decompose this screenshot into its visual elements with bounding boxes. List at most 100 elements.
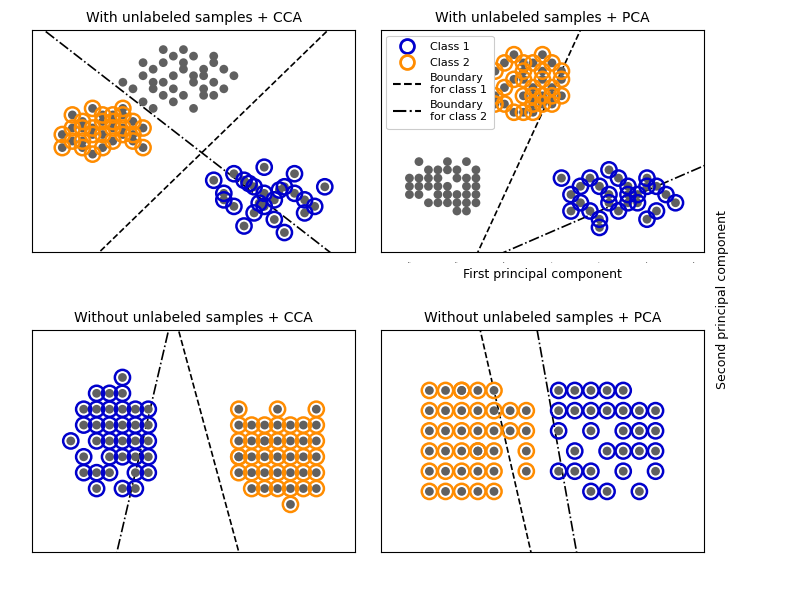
Point	[612, 206, 625, 216]
Point	[555, 67, 568, 76]
Point	[90, 484, 103, 493]
Point	[258, 163, 270, 172]
Point	[271, 420, 284, 430]
Point	[439, 487, 452, 496]
Point	[177, 58, 190, 67]
Point	[403, 190, 416, 199]
Point	[517, 58, 530, 68]
Point	[471, 386, 484, 395]
Point	[423, 426, 436, 436]
Point	[142, 436, 154, 446]
Point	[177, 91, 190, 100]
Point	[649, 426, 662, 436]
Point	[439, 446, 452, 456]
Point	[297, 484, 310, 493]
Point	[423, 487, 436, 496]
Point	[520, 446, 533, 456]
Point	[450, 198, 463, 208]
Point	[137, 58, 150, 67]
Point	[617, 426, 630, 436]
Point	[76, 136, 89, 146]
Point	[90, 484, 103, 493]
Point	[498, 99, 511, 109]
Point	[471, 446, 484, 456]
Point	[278, 228, 291, 238]
Point	[403, 182, 416, 191]
Point	[117, 130, 130, 139]
Point	[258, 188, 270, 198]
Point	[103, 389, 116, 398]
Point	[56, 130, 69, 139]
Point	[498, 83, 511, 92]
Point	[258, 468, 271, 478]
Point	[310, 452, 322, 461]
Point	[431, 182, 444, 191]
Point	[536, 50, 549, 59]
Point	[423, 426, 436, 436]
Point	[536, 99, 549, 109]
Point	[470, 173, 482, 183]
Point	[536, 91, 549, 101]
Point	[423, 446, 436, 456]
Point	[498, 83, 511, 92]
Point	[56, 143, 69, 152]
Point	[116, 436, 129, 446]
Point	[450, 190, 463, 199]
Point	[106, 116, 119, 126]
Point	[258, 436, 271, 446]
Point	[227, 71, 240, 80]
Point	[546, 91, 558, 101]
Point	[487, 446, 500, 456]
Point	[601, 446, 614, 456]
Point	[76, 143, 89, 152]
Point	[617, 466, 630, 476]
Point	[593, 182, 606, 191]
Point	[574, 182, 587, 191]
Point	[439, 487, 452, 496]
Point	[413, 190, 426, 199]
Point	[187, 104, 200, 113]
Point	[439, 426, 452, 436]
Point	[116, 452, 129, 461]
Point	[669, 198, 682, 208]
Point	[96, 143, 109, 152]
Point	[187, 77, 200, 87]
Point	[593, 214, 606, 224]
Point	[253, 199, 266, 208]
Point	[517, 67, 530, 76]
Point	[86, 149, 99, 159]
Point	[298, 195, 311, 205]
Point	[142, 468, 154, 478]
Point	[568, 406, 581, 415]
Point	[116, 389, 129, 398]
Point	[526, 107, 539, 117]
Point	[126, 130, 139, 139]
Text: Second principal component: Second principal component	[716, 211, 729, 389]
Point	[284, 468, 297, 478]
Point	[238, 221, 250, 231]
Point	[439, 446, 452, 456]
Point	[423, 386, 436, 395]
Point	[129, 420, 142, 430]
Point	[498, 58, 511, 68]
Point	[631, 190, 644, 199]
Point	[90, 404, 103, 414]
Point	[593, 182, 606, 191]
Point	[633, 426, 646, 436]
Point	[288, 188, 301, 198]
Point	[574, 198, 587, 208]
Point	[507, 107, 520, 117]
Point	[439, 426, 452, 436]
Point	[601, 386, 614, 395]
Point	[187, 52, 200, 61]
Point	[126, 136, 139, 146]
Point	[297, 452, 310, 461]
Point	[565, 190, 578, 199]
Point	[487, 466, 500, 476]
Point	[76, 136, 89, 146]
Point	[126, 130, 139, 139]
Point	[520, 446, 533, 456]
Point	[526, 99, 539, 109]
Point	[455, 466, 468, 476]
Point	[455, 487, 468, 496]
